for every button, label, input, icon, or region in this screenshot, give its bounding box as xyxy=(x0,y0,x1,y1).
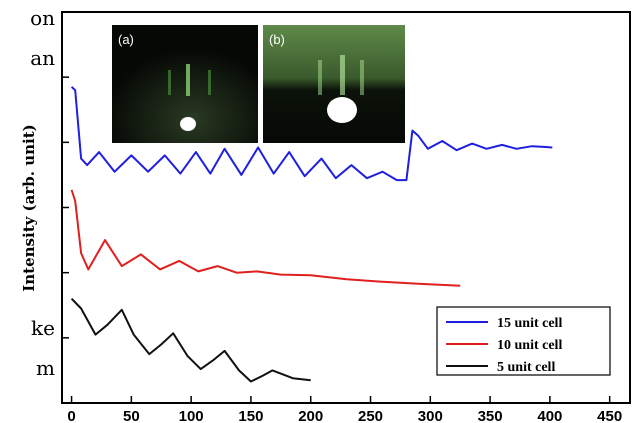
x-tick-label: 200 xyxy=(298,408,323,423)
streak xyxy=(340,55,345,95)
x-tick-label: 50 xyxy=(123,408,140,423)
x-tick-label: 350 xyxy=(478,408,503,423)
inset-a xyxy=(112,25,258,143)
y-axis-label: Intensity (arb. unit) xyxy=(20,124,38,292)
series-line xyxy=(70,86,553,182)
text-fragment: on xyxy=(30,6,55,30)
spot xyxy=(180,117,196,131)
streak xyxy=(168,70,171,95)
text-fragment: ke xyxy=(31,316,55,340)
x-tick-label: 300 xyxy=(418,408,443,423)
legend-label: 10 unit cell xyxy=(497,338,562,353)
legend-box xyxy=(436,306,611,376)
x-tick-label: 400 xyxy=(537,408,562,423)
legend-label: 5 unit cell xyxy=(497,360,555,375)
x-tick-label: 250 xyxy=(358,408,383,423)
legend-label: 15 unit cell xyxy=(497,316,562,331)
x-tick-label: 100 xyxy=(179,408,204,423)
streak xyxy=(360,60,364,95)
x-tick-label: 450 xyxy=(597,408,622,423)
streak xyxy=(208,70,211,95)
inset-image xyxy=(263,25,405,143)
spot xyxy=(327,97,357,123)
x-tick-label: 150 xyxy=(238,408,263,423)
text-fragment: m xyxy=(36,356,55,380)
text-fragment: an xyxy=(30,46,55,70)
inset-label: (a) xyxy=(118,32,134,47)
plot xyxy=(70,86,553,383)
x-tick-label: 0 xyxy=(67,408,75,423)
streak xyxy=(186,64,190,96)
inset-label: (b) xyxy=(269,32,285,47)
streak xyxy=(318,60,322,95)
legend: 15 unit cell 10 unit cell 5 unit cell xyxy=(436,306,611,376)
inset-b xyxy=(263,25,405,143)
series-line xyxy=(70,298,311,383)
series-line xyxy=(70,189,461,287)
